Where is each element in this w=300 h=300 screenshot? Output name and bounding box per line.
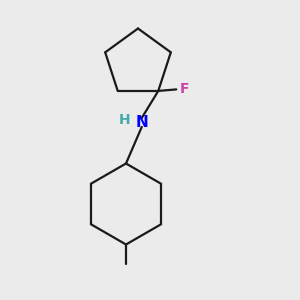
- Text: F: F: [179, 82, 189, 96]
- Text: N: N: [135, 115, 148, 130]
- Text: H: H: [119, 113, 130, 127]
